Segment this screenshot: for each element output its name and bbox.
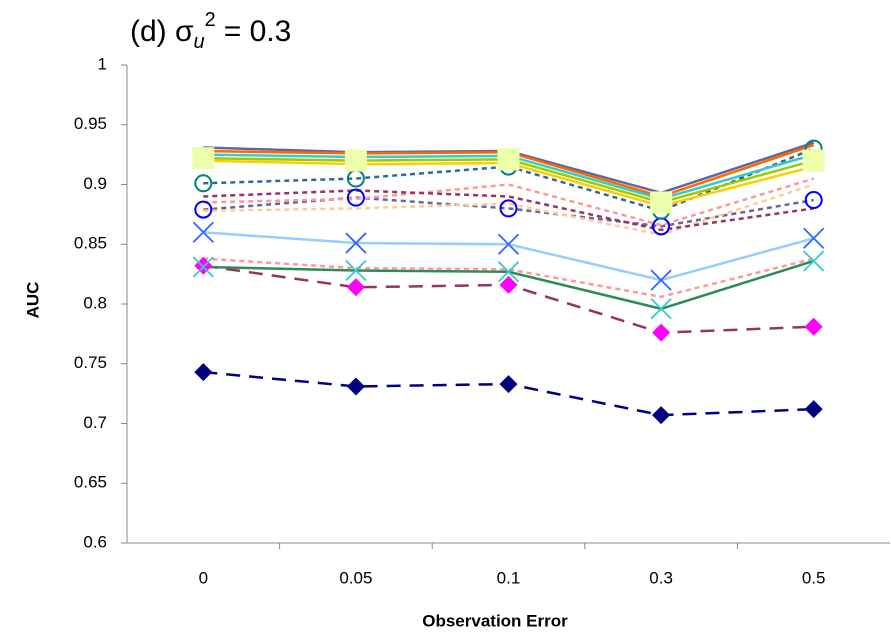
title-superscript: 2: [205, 9, 216, 31]
marker: [192, 256, 214, 278]
x-axis-title: Observation Error: [422, 611, 568, 630]
marker: [804, 400, 823, 419]
marker: [497, 261, 520, 283]
x-tick-label: 0.1: [497, 568, 521, 587]
marker: [194, 363, 213, 382]
marker: [192, 221, 214, 243]
marker: [652, 406, 671, 425]
title-subscript: u: [194, 31, 205, 53]
series-line: [203, 189, 814, 232]
marker: [192, 147, 215, 170]
title-part: = 0.3: [224, 15, 292, 48]
marker: [346, 188, 365, 207]
marker: [497, 148, 520, 171]
y-tick-label: 0.75: [74, 353, 107, 372]
y-tick-label: 0.95: [74, 114, 107, 133]
y-tick-label: 1: [98, 54, 107, 73]
marker: [346, 278, 365, 297]
x-tick-label: 0.3: [649, 568, 673, 587]
chart-title: (d) σu2 = 0.3: [130, 9, 291, 53]
series-line: [203, 183, 815, 236]
x-tick-label: 0: [199, 568, 208, 587]
marker: [652, 323, 671, 342]
marker: [499, 199, 518, 218]
marker: [803, 227, 825, 249]
y-tick-label: 0.8: [83, 293, 107, 312]
marker: [344, 149, 367, 172]
marker: [345, 232, 367, 254]
y-tick-label: 0.9: [83, 174, 107, 193]
series-line: [203, 196, 814, 228]
marker: [345, 259, 367, 282]
marker: [803, 250, 825, 272]
series-line: [203, 177, 815, 227]
marker: [650, 298, 672, 320]
marker: [194, 174, 213, 193]
marker: [499, 375, 518, 394]
marker: [802, 149, 825, 172]
marker: [497, 233, 520, 255]
marker: [804, 191, 823, 210]
marker: [499, 275, 518, 294]
series-line: [203, 257, 815, 299]
title-part: (d) σ: [130, 15, 194, 48]
marker: [650, 191, 673, 214]
y-tick-label: 0.6: [83, 532, 107, 551]
y-tick-label: 0.7: [83, 413, 107, 432]
y-tick-label: 0.85: [74, 234, 107, 253]
marker: [346, 377, 365, 396]
series-line: [203, 147, 815, 213]
marker: [804, 317, 823, 336]
x-tick-label: 0.05: [339, 568, 372, 587]
marker: [194, 200, 213, 219]
y-tick-label: 0.65: [74, 473, 107, 492]
y-axis-title: AUC: [23, 282, 42, 319]
series-line: [203, 264, 814, 334]
marker: [650, 269, 672, 291]
x-tick-label: 0.5: [802, 568, 826, 587]
